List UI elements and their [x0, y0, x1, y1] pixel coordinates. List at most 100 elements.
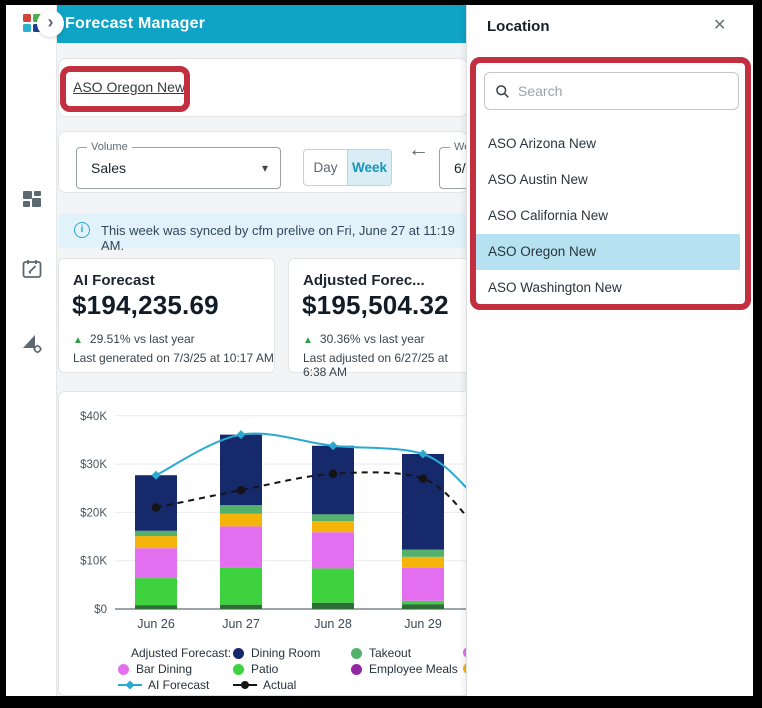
ai-forecast-point[interactable] — [328, 441, 338, 451]
location-option[interactable]: ASO Austin New — [488, 172, 588, 187]
info-icon: i — [74, 222, 90, 238]
sync-info-banner: i This week was synced by cfm prelive on… — [58, 213, 468, 253]
bar-segment[interactable] — [220, 526, 262, 568]
actual-line-marker-icon — [233, 681, 257, 689]
bar-segment[interactable] — [312, 514, 354, 522]
screenshot-frame — [753, 0, 762, 708]
location-option[interactable]: ASO Washington New — [488, 280, 622, 295]
screenshot-frame — [0, 0, 762, 5]
forecast-chart[interactable]: $0 $10K $20K $30K $40K Jun 26 Jun 27 Jun 28 Jun … — [59, 392, 470, 642]
screenshot-frame — [0, 696, 762, 708]
ai-forecast-title: AI Forecast — [73, 272, 155, 289]
bar-segment[interactable] — [135, 475, 177, 531]
location-link[interactable]: ASO Oregon New — [73, 79, 186, 95]
toggle-day[interactable]: Day — [313, 160, 338, 175]
x-axis-label: Jun 29 — [404, 617, 442, 631]
bar-segment[interactable] — [312, 602, 354, 609]
y-axis-tick: $30K — [80, 459, 107, 471]
legend-item: Bar Dining — [118, 662, 192, 676]
screenshot-frame — [0, 0, 6, 708]
adjusted-forecast-card: Adjusted Forec... $195,504.32 ▲ 30.36% vs… — [288, 258, 474, 379]
actual-point[interactable] — [418, 474, 428, 483]
location-list: ASO Arizona New ASO Austin New ASO Califor… — [471, 126, 740, 306]
bar-segment[interactable] — [312, 521, 354, 533]
legend-swatch-icon — [233, 647, 244, 659]
legend-item: Actual — [233, 678, 296, 692]
location-search-box — [484, 72, 739, 110]
bar-segment[interactable] — [402, 567, 444, 601]
ai-forecast-point[interactable] — [236, 430, 246, 440]
legend-swatch-icon — [351, 663, 362, 675]
location-panel-title: Location — [487, 18, 550, 35]
day-week-toggle: Day Week — [303, 149, 392, 186]
adjusted-forecast-delta: ▲ 30.36% vs last year — [303, 332, 425, 346]
forecast-settings-icon[interactable] — [20, 331, 44, 355]
location-option[interactable]: ASO Oregon New — [471, 234, 740, 270]
bar-segment[interactable] — [312, 532, 354, 569]
location-breadcrumb-card: ASO Oregon New — [58, 58, 468, 117]
bar-segment[interactable] — [312, 445, 354, 515]
location-search-input[interactable] — [516, 82, 716, 100]
toggle-week[interactable]: Week — [347, 150, 391, 185]
bar-segment[interactable] — [135, 536, 177, 549]
adjusted-forecast-footnote: Last adjusted on 6/27/25 at 6:38 AM — [303, 351, 448, 379]
ai-forecast-card: AI Forecast $194,235.69 ▲ 29.51% vs last … — [58, 258, 275, 373]
location-panel: Location ✕ ASO Arizona New ASO Austin New… — [466, 5, 753, 696]
actual-point[interactable] — [328, 469, 338, 478]
y-axis-tick: $0 — [94, 604, 107, 616]
y-axis-tick: $10K — [80, 556, 107, 568]
volume-select-value: Sales — [91, 160, 127, 176]
bar-segment[interactable] — [135, 530, 177, 537]
bar-segment[interactable] — [220, 513, 262, 527]
legend-item: AI Forecast — [118, 678, 209, 692]
bar-segment[interactable] — [135, 578, 177, 606]
legend-item: Dining Room — [233, 646, 320, 660]
sync-message: This week was synced by cfm prelive on F… — [101, 223, 455, 253]
bar-segment[interactable] — [220, 567, 262, 605]
y-axis-tick: $40K — [80, 411, 107, 423]
dashboard-icon[interactable] — [20, 187, 44, 211]
ai-forecast-point[interactable] — [151, 470, 161, 480]
legend-item: Employee Meals — [351, 662, 458, 676]
bar-segment[interactable] — [402, 453, 444, 550]
ai-forecast-point[interactable] — [418, 449, 428, 459]
ai-line-marker-icon — [118, 680, 142, 690]
search-icon — [496, 84, 509, 98]
previous-week-arrow-icon[interactable]: ← — [408, 138, 429, 161]
x-axis-label: Jun 28 — [314, 617, 352, 631]
bar-segment[interactable] — [402, 604, 444, 609]
legend-group-label: Adjusted Forecast: — [131, 646, 232, 660]
calendar-edit-icon[interactable] — [20, 257, 44, 281]
legend-swatch-icon — [118, 663, 129, 675]
expand-sidebar-button[interactable]: › — [37, 10, 64, 37]
legend-swatch-icon — [351, 647, 362, 659]
bar-segment[interactable] — [312, 568, 354, 603]
bar-segment[interactable] — [220, 505, 262, 514]
ai-forecast-footnote: Last generated on 7/3/25 at 10:17 AM — [73, 351, 274, 365]
bar-segment[interactable] — [135, 548, 177, 579]
left-sidebar — [6, 5, 57, 696]
adjusted-forecast-amount: $195,504.32 — [302, 290, 449, 320]
caret-down-icon: ▾ — [261, 161, 268, 175]
controls-card: Volume Sales ▾ Day Week ← Wee 6/2 — [58, 131, 519, 193]
bar-segment[interactable] — [402, 556, 444, 568]
y-axis-tick: $20K — [80, 507, 107, 519]
legend-item: Takeout — [351, 646, 411, 660]
ai-forecast-amount: $194,235.69 — [72, 290, 219, 320]
bar-segment[interactable] — [220, 434, 262, 506]
x-axis-label: Jun 26 — [137, 617, 175, 631]
close-icon[interactable]: ✕ — [713, 17, 727, 34]
actual-point[interactable] — [236, 485, 246, 495]
bar-segment[interactable] — [220, 604, 262, 609]
location-option[interactable]: ASO California New — [488, 208, 609, 223]
location-option[interactable]: ASO Arizona New — [488, 136, 597, 151]
bar-segment[interactable] — [402, 549, 444, 557]
bar-segment[interactable] — [135, 605, 177, 609]
chevron-right-icon: › — [47, 12, 54, 32]
actual-point[interactable] — [151, 503, 161, 512]
bar-segment[interactable] — [402, 600, 444, 605]
ai-forecast-delta: ▲ 29.51% vs last year — [73, 332, 195, 346]
volume-select[interactable]: Volume Sales ▾ — [76, 141, 281, 189]
page-title: Forecast Manager — [65, 15, 206, 32]
